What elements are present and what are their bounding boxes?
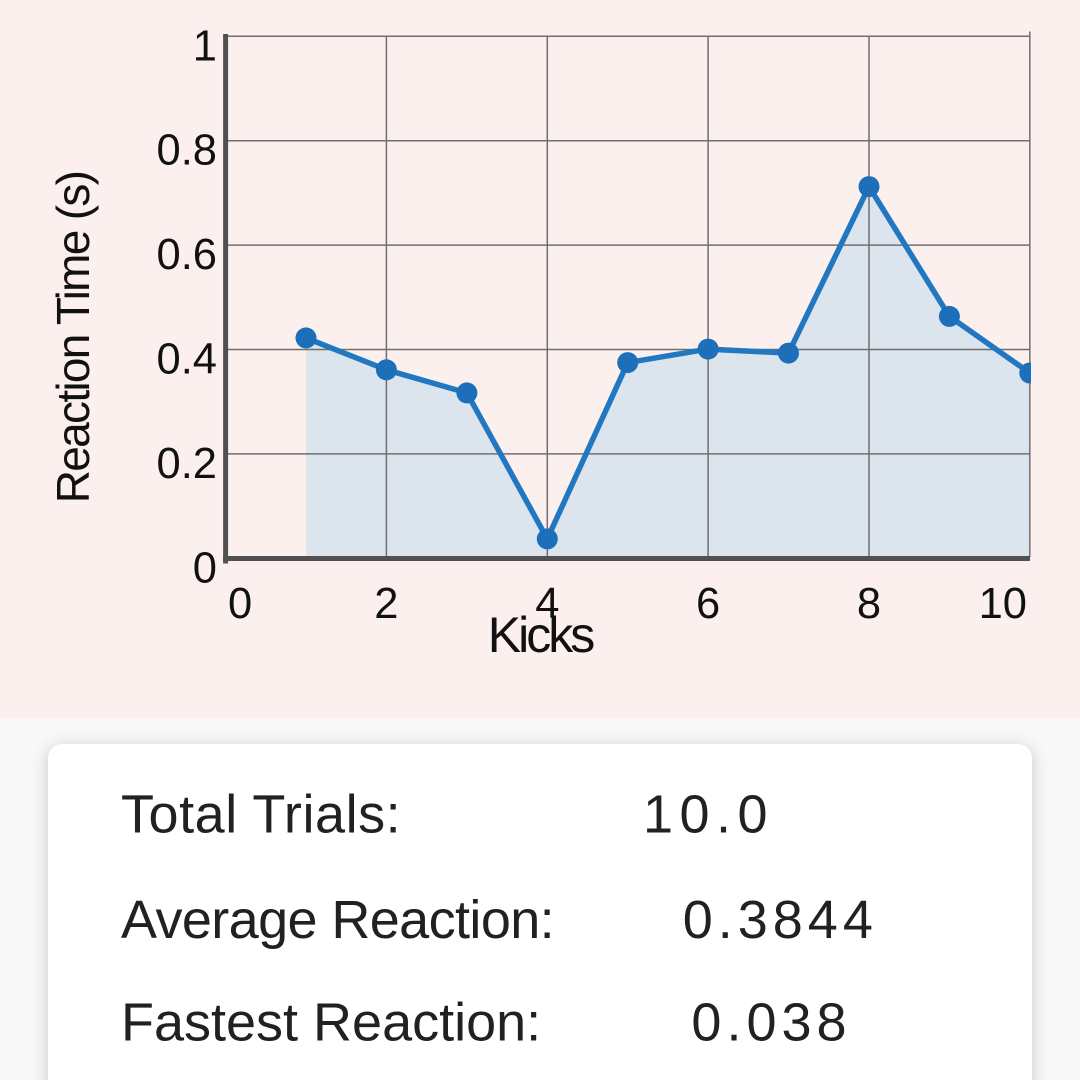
svg-text:0.6: 0.6 — [157, 231, 217, 279]
svg-text:6: 6 — [696, 580, 720, 628]
svg-text:0.4: 0.4 — [157, 336, 217, 384]
svg-text:0.2: 0.2 — [157, 440, 217, 488]
svg-text:Reaction Time (s): Reaction Time (s) — [47, 172, 99, 504]
svg-text:0.3844: 0.3844 — [683, 890, 878, 950]
svg-text:2: 2 — [374, 580, 398, 628]
svg-text:Kicks: Kicks — [488, 607, 594, 663]
svg-text:0.8: 0.8 — [157, 127, 217, 175]
svg-text:1: 1 — [193, 22, 217, 70]
svg-text:Average Reaction:: Average Reaction: — [121, 890, 554, 950]
svg-text:0.038: 0.038 — [691, 992, 851, 1052]
svg-text:0: 0 — [193, 544, 217, 592]
svg-text:8: 8 — [857, 580, 881, 628]
svg-text:0: 0 — [228, 580, 252, 628]
svg-text:10.0: 10.0 — [643, 784, 774, 844]
svg-text:Total Trials:: Total Trials: — [121, 784, 401, 844]
svg-text:4: 4 — [535, 580, 559, 628]
svg-text:10: 10 — [979, 580, 1027, 628]
svg-text:Fastest Reaction:: Fastest Reaction: — [121, 992, 541, 1052]
